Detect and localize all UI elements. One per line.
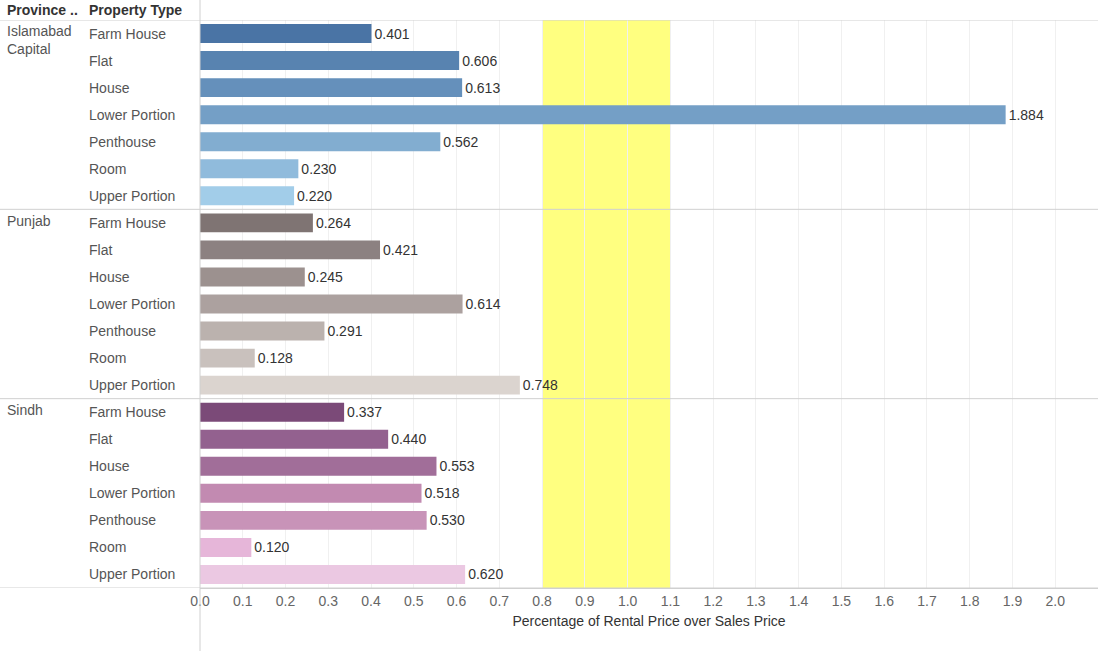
svg-text:Flat: Flat	[89, 431, 112, 447]
svg-text:1.8: 1.8	[960, 593, 980, 609]
svg-text:1.2: 1.2	[703, 593, 723, 609]
svg-text:House: House	[89, 458, 130, 474]
svg-text:Upper Portion: Upper Portion	[89, 188, 175, 204]
svg-text:Penthouse: Penthouse	[89, 323, 156, 339]
svg-text:0.9: 0.9	[575, 593, 595, 609]
svg-text:0.440: 0.440	[391, 431, 426, 447]
svg-text:0.4: 0.4	[361, 593, 381, 609]
svg-text:0.2: 0.2	[276, 593, 296, 609]
svg-text:0.518: 0.518	[425, 485, 460, 501]
svg-text:Percentage of Rental Price ove: Percentage of Rental Price over Sales Pr…	[512, 613, 785, 629]
svg-text:0.613: 0.613	[465, 80, 500, 96]
svg-text:0.1: 0.1	[233, 593, 253, 609]
svg-text:0.7: 0.7	[490, 593, 510, 609]
svg-text:1.0: 1.0	[618, 593, 638, 609]
svg-text:Sindh: Sindh	[7, 402, 43, 418]
svg-text:0.220: 0.220	[297, 188, 332, 204]
svg-text:0.421: 0.421	[383, 242, 418, 258]
svg-text:House: House	[89, 269, 130, 285]
svg-text:0.6: 0.6	[447, 593, 467, 609]
svg-text:Upper Portion: Upper Portion	[89, 566, 175, 582]
svg-text:1.7: 1.7	[917, 593, 937, 609]
svg-text:1.884: 1.884	[1009, 107, 1044, 123]
svg-text:0.128: 0.128	[258, 350, 293, 366]
svg-text:1.1: 1.1	[661, 593, 681, 609]
svg-text:0.614: 0.614	[466, 296, 501, 312]
svg-text:Upper Portion: Upper Portion	[89, 377, 175, 393]
svg-text:0.553: 0.553	[439, 458, 474, 474]
svg-text:Flat: Flat	[89, 53, 112, 69]
svg-text:0.337: 0.337	[347, 404, 382, 420]
svg-text:0.230: 0.230	[301, 161, 336, 177]
svg-text:Farm House: Farm House	[89, 404, 166, 420]
svg-text:0.291: 0.291	[327, 323, 362, 339]
svg-text:Flat: Flat	[89, 242, 112, 258]
svg-text:House: House	[89, 80, 130, 96]
svg-text:Room: Room	[89, 161, 126, 177]
svg-text:0.8: 0.8	[532, 593, 552, 609]
svg-text:Punjab: Punjab	[7, 213, 51, 229]
svg-text:1.4: 1.4	[789, 593, 809, 609]
svg-text:Property Type: Property Type	[89, 2, 182, 18]
svg-text:Room: Room	[89, 539, 126, 555]
svg-text:0.3: 0.3	[319, 593, 339, 609]
svg-text:0.245: 0.245	[308, 269, 343, 285]
svg-text:1.3: 1.3	[746, 593, 766, 609]
svg-text:Province ..: Province ..	[7, 2, 78, 18]
svg-text:1.5: 1.5	[832, 593, 852, 609]
svg-text:Lower Portion: Lower Portion	[89, 107, 175, 123]
svg-text:0.0: 0.0	[190, 593, 210, 609]
svg-text:2.0: 2.0	[1046, 593, 1066, 609]
svg-text:0.562: 0.562	[443, 134, 478, 150]
svg-text:0.264: 0.264	[316, 215, 351, 231]
svg-text:0.5: 0.5	[404, 593, 424, 609]
svg-text:0.120: 0.120	[254, 539, 289, 555]
svg-text:Penthouse: Penthouse	[89, 512, 156, 528]
svg-text:Room: Room	[89, 350, 126, 366]
svg-text:Lower Portion: Lower Portion	[89, 485, 175, 501]
svg-text:0.748: 0.748	[523, 377, 558, 393]
svg-text:0.530: 0.530	[430, 512, 465, 528]
svg-text:Farm House: Farm House	[89, 26, 166, 42]
svg-text:0.620: 0.620	[468, 566, 503, 582]
svg-text:0.401: 0.401	[374, 26, 409, 42]
svg-text:IslamabadCapital: IslamabadCapital	[7, 23, 72, 57]
svg-text:Penthouse: Penthouse	[89, 134, 156, 150]
svg-text:Lower Portion: Lower Portion	[89, 296, 175, 312]
svg-text:1.9: 1.9	[1003, 593, 1023, 609]
svg-text:Farm House: Farm House	[89, 215, 166, 231]
svg-text:0.606: 0.606	[462, 53, 497, 69]
svg-text:1.6: 1.6	[874, 593, 894, 609]
